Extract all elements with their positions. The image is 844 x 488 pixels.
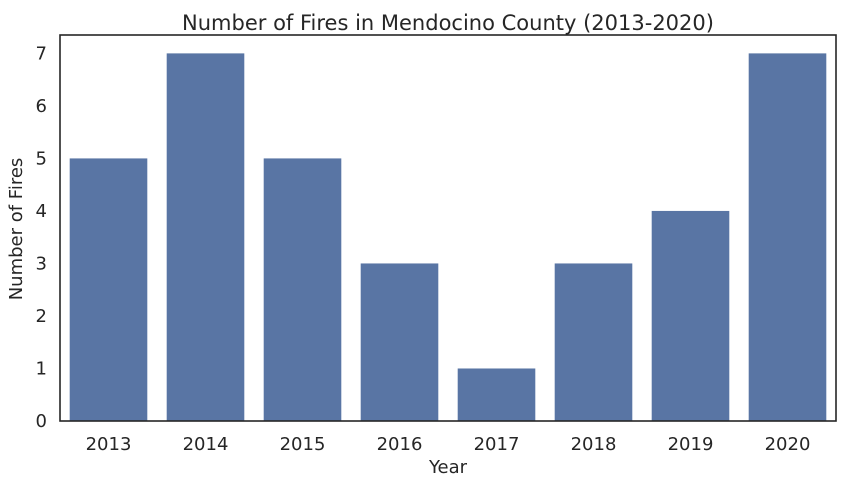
bar-2013 bbox=[69, 158, 148, 421]
y-tick-label: 7 bbox=[36, 43, 47, 64]
x-tick-label: 2015 bbox=[280, 434, 326, 455]
x-tick-label: 2020 bbox=[765, 434, 811, 455]
y-axis-label: Number of Fires bbox=[6, 158, 27, 301]
y-tick-label: 2 bbox=[36, 306, 47, 327]
y-tick-label: 3 bbox=[36, 253, 47, 274]
bar-2015 bbox=[263, 158, 342, 421]
y-tick-label: 5 bbox=[36, 148, 47, 169]
x-ticks-group: 2013 2014 2015 2016 2017 2018 2019 2020 bbox=[86, 434, 811, 455]
x-tick-label: 2017 bbox=[474, 434, 520, 455]
bar-2018 bbox=[554, 263, 633, 421]
bar-2014 bbox=[166, 53, 245, 421]
x-tick-label: 2019 bbox=[668, 434, 714, 455]
y-tick-label: 0 bbox=[36, 411, 47, 432]
bar-2016 bbox=[360, 263, 439, 421]
bar-2019 bbox=[651, 210, 730, 421]
x-tick-label: 2014 bbox=[183, 434, 229, 455]
y-tick-label: 1 bbox=[36, 358, 47, 379]
y-ticks-group: 0 1 2 3 4 5 6 7 bbox=[36, 43, 47, 432]
bar-2017 bbox=[457, 368, 536, 421]
x-tick-label: 2016 bbox=[377, 434, 423, 455]
x-axis-label: Year bbox=[428, 457, 468, 478]
plot-frame bbox=[59, 34, 837, 422]
y-tick-label: 6 bbox=[36, 96, 47, 117]
x-tick-label: 2018 bbox=[571, 434, 617, 455]
chart-title: Number of Fires in Mendocino County (201… bbox=[182, 11, 714, 35]
y-tick-label: 4 bbox=[36, 201, 47, 222]
bar-2020 bbox=[748, 53, 827, 421]
x-tick-label: 2013 bbox=[86, 434, 132, 455]
bars-group bbox=[69, 53, 827, 421]
